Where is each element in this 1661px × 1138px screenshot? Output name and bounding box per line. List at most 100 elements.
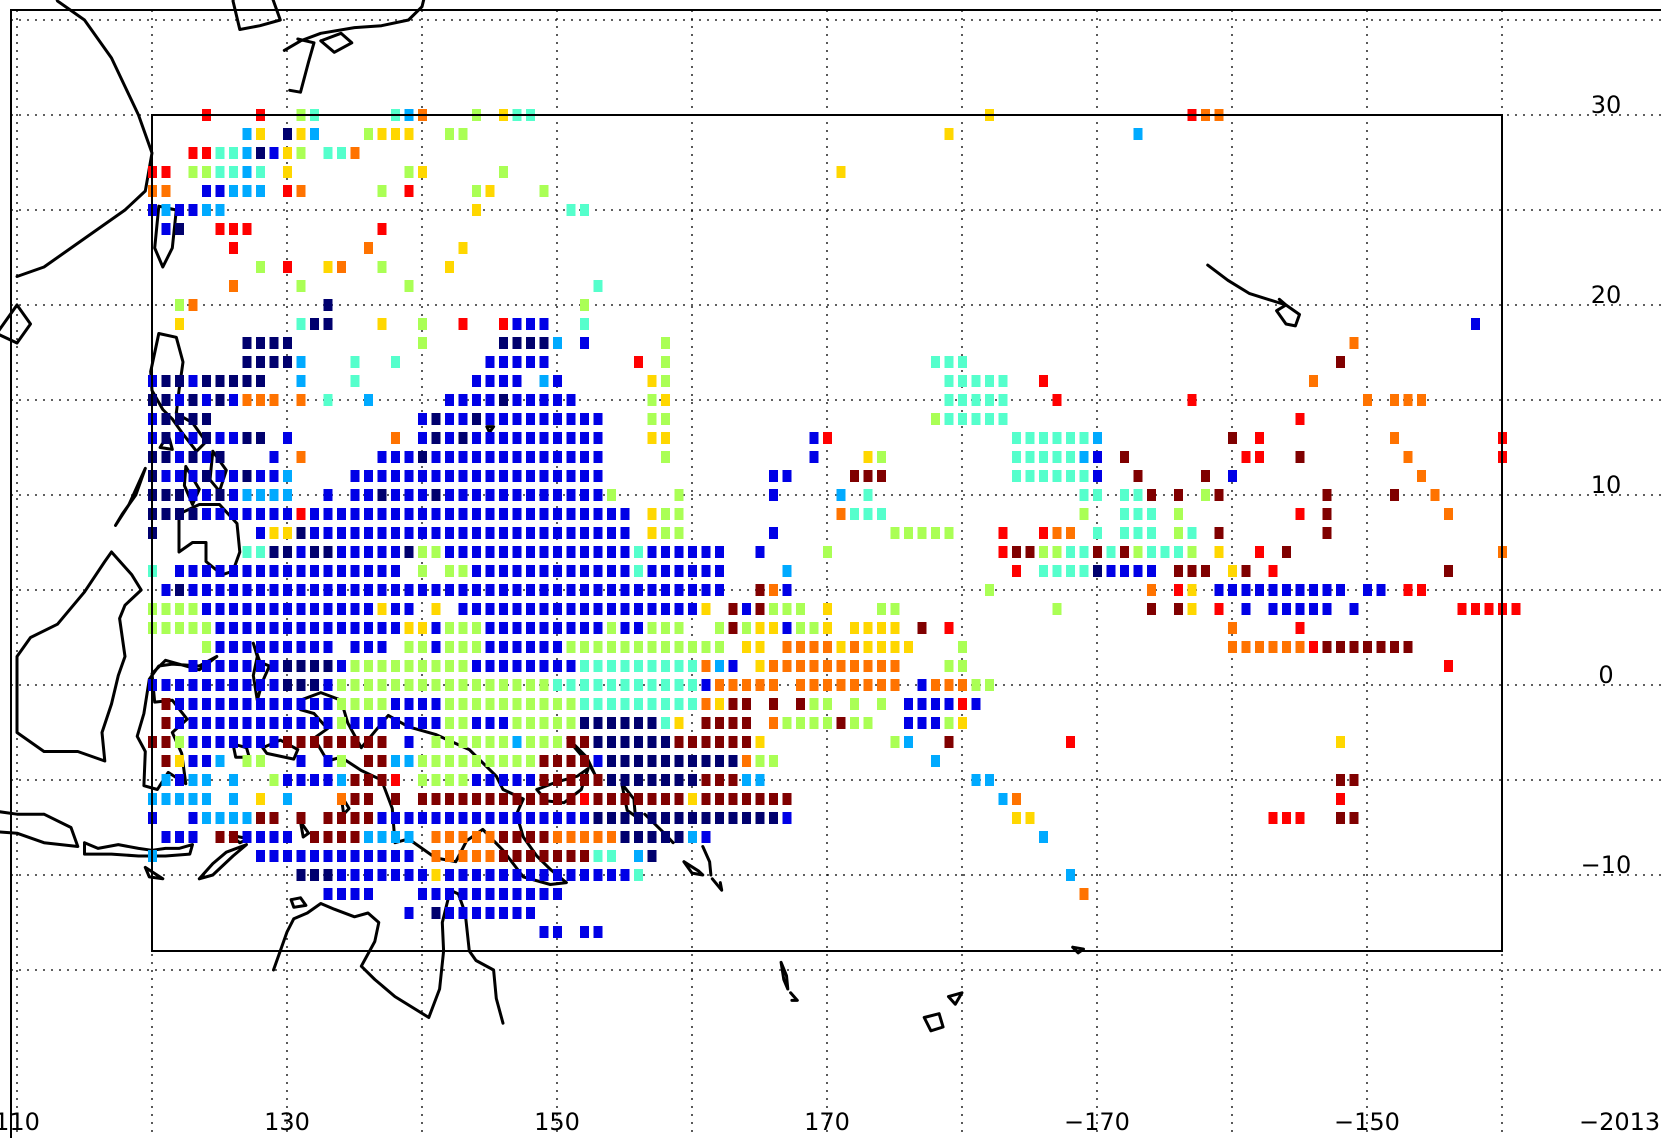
data-cell <box>1336 793 1345 805</box>
data-cell <box>728 660 738 672</box>
data-cell <box>1187 603 1197 615</box>
data-cell <box>742 679 751 691</box>
data-cell <box>485 831 495 843</box>
data-cell <box>1363 394 1372 406</box>
data-cell <box>890 679 900 691</box>
data-cell <box>337 660 346 672</box>
data-cell <box>283 261 292 273</box>
data-cell <box>242 736 252 748</box>
data-cell <box>283 432 292 444</box>
data-cell <box>580 337 589 349</box>
data-cell <box>836 166 846 178</box>
data-cell <box>526 318 535 330</box>
data-cell <box>229 223 238 235</box>
data-cell <box>539 812 549 824</box>
data-cell <box>634 622 643 634</box>
data-cell <box>526 413 535 425</box>
data-cell <box>661 774 670 786</box>
data-cell <box>364 679 373 691</box>
data-cell <box>175 223 184 235</box>
data-cell <box>283 603 292 615</box>
data-cell <box>485 812 495 824</box>
data-cell <box>796 641 805 653</box>
data-cell <box>350 527 360 539</box>
data-cell <box>229 717 238 729</box>
data-cell <box>202 489 211 501</box>
data-cell <box>1187 565 1197 577</box>
data-cell <box>593 584 603 596</box>
data-cell <box>1039 527 1048 539</box>
data-cell <box>161 451 171 463</box>
data-cell <box>418 869 427 881</box>
data-cell <box>445 584 454 596</box>
data-cell <box>539 470 549 482</box>
data-cell <box>215 831 225 843</box>
data-cell <box>850 698 859 710</box>
data-cell <box>161 603 171 615</box>
data-cell <box>377 565 387 577</box>
data-cell <box>620 546 630 558</box>
data-cell <box>391 451 400 463</box>
data-cell <box>944 128 954 140</box>
data-cell <box>445 413 454 425</box>
data-cell <box>593 546 603 558</box>
data-cell <box>512 641 522 653</box>
data-cell <box>782 717 792 729</box>
data-cell <box>242 603 252 615</box>
data-cell <box>256 261 265 273</box>
data-cell <box>188 717 198 729</box>
data-cell <box>526 432 535 444</box>
data-cell <box>1295 508 1305 520</box>
data-cell <box>283 774 292 786</box>
data-cell <box>404 812 414 824</box>
data-cell <box>593 432 603 444</box>
data-cell <box>350 831 360 843</box>
data-cell <box>539 831 549 843</box>
data-cell <box>890 736 900 748</box>
data-cell <box>472 584 481 596</box>
data-cell <box>256 527 265 539</box>
data-cell <box>701 565 711 577</box>
data-cell <box>1133 489 1143 501</box>
data-cell <box>620 679 630 691</box>
data-cell <box>1322 641 1332 653</box>
data-cell <box>539 869 549 881</box>
data-cell <box>539 489 549 501</box>
data-cell <box>337 565 346 577</box>
data-cell <box>553 869 562 881</box>
data-cell <box>607 546 616 558</box>
data-cell <box>404 660 414 672</box>
data-cell <box>269 584 279 596</box>
data-cell <box>526 812 535 824</box>
data-cell <box>202 679 211 691</box>
data-cell <box>661 831 670 843</box>
data-cell <box>283 356 292 368</box>
data-cell <box>580 527 589 539</box>
data-cell <box>620 755 630 767</box>
data-cell <box>215 166 225 178</box>
data-cell <box>1120 489 1129 501</box>
data-cell <box>256 375 265 387</box>
data-cell <box>553 698 562 710</box>
data-cell <box>391 869 400 881</box>
data-cell <box>445 717 454 729</box>
data-cell <box>269 451 279 463</box>
data-cell <box>566 698 576 710</box>
data-cell <box>458 736 468 748</box>
data-cell <box>283 660 292 672</box>
data-cell <box>661 603 670 615</box>
data-cell <box>458 698 468 710</box>
data-cell <box>674 812 684 824</box>
data-cell <box>904 641 913 653</box>
data-cell <box>1444 508 1453 520</box>
data-cell <box>539 584 549 596</box>
data-cell <box>256 584 265 596</box>
data-cell <box>404 622 414 634</box>
data-cell <box>674 831 684 843</box>
data-cell <box>472 603 481 615</box>
data-cell <box>634 793 643 805</box>
data-cell <box>364 394 373 406</box>
data-cell <box>242 185 252 197</box>
data-cell <box>1268 603 1278 615</box>
data-cell <box>566 679 576 691</box>
